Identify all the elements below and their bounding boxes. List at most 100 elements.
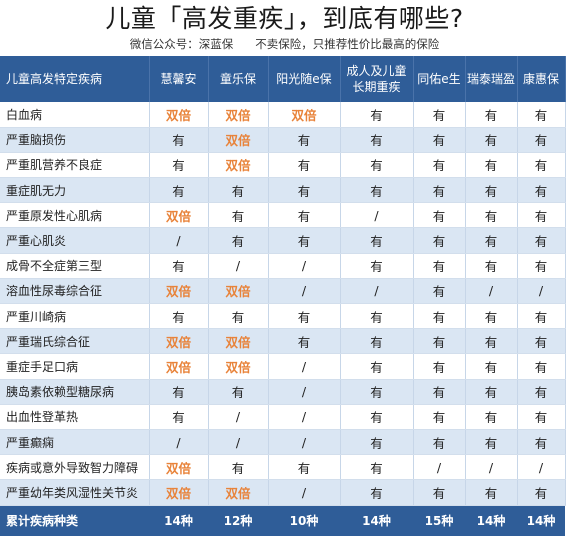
table-header-row: 儿童高发特定疾病 慧馨安 童乐保 阳光随e保 成人及儿童 长期重疾 同佑e生 瑞泰瑞盈 康惠保 xyxy=(0,56,566,102)
coverage-cell: / xyxy=(517,278,566,305)
coverage-cell: 双倍 xyxy=(149,102,209,128)
coverage-cell: 有 xyxy=(413,429,466,456)
total-count: 15种 xyxy=(424,514,454,529)
table-row: 严重心肌炎 / 有有有有有有 xyxy=(0,227,566,254)
total-label: 累计疾病种类 xyxy=(6,514,79,529)
coverage-cell: 有 xyxy=(517,353,566,380)
table-footer-row: 累计疾病种类 14种 12种 10种 14种 15种 14种 14种 xyxy=(0,505,565,536)
coverage-cell: 有 xyxy=(149,253,209,279)
disease-name: 严重肌营养不良症 xyxy=(0,152,150,179)
coverage-cell: 有 xyxy=(465,404,518,430)
coverage-cell: 有 xyxy=(413,278,466,305)
coverage-cell: 双倍 xyxy=(208,127,269,153)
coverage-cell: 双倍 xyxy=(208,328,269,355)
disease-name: 严重心肌炎 xyxy=(0,227,150,254)
table-row: 严重原发性心肌病 双倍有有 / 有有有 xyxy=(0,202,566,229)
total-count: 14种 xyxy=(362,514,391,529)
disease-name: 严重瑞氏综合征 xyxy=(0,328,150,355)
disease-name: 严重原发性心肌病 xyxy=(0,202,150,229)
coverage-cell: 有 xyxy=(413,152,466,179)
table-row: 成骨不全症第三型有 / / 有有有有 xyxy=(0,253,566,279)
coverage-cell: 双倍 xyxy=(149,454,209,481)
disease-comparison-table: 儿童高发特定疾病 慧馨安 童乐保 阳光随e保 成人及儿童 长期重疾 同佑e生 瑞泰瑞盈 康惠保 … xyxy=(0,56,566,536)
coverage-cell: 有 xyxy=(517,429,566,456)
coverage-cell: 有 xyxy=(413,227,466,254)
total-count: 12种 xyxy=(223,514,253,529)
coverage-cell: 有 xyxy=(340,479,414,506)
coverage-cell: / xyxy=(208,404,269,430)
coverage-cell: 有 xyxy=(268,454,341,481)
coverage-cell: 有 xyxy=(517,379,566,405)
coverage-cell: 有 xyxy=(268,303,341,330)
disease-name: 严重幼年类风湿性关节炎 xyxy=(0,479,150,506)
coverage-cell: 有 xyxy=(413,328,466,355)
coverage-cell: 有 xyxy=(413,253,466,279)
coverage-cell: 有 xyxy=(340,379,414,405)
coverage-cell: 有 xyxy=(517,404,566,430)
coverage-cell: 有 xyxy=(517,177,566,204)
table-row: 严重瑞氏综合征 双倍 双倍有有有有有 xyxy=(0,328,566,355)
coverage-cell: 有 xyxy=(413,404,466,430)
coverage-cell: 双倍 xyxy=(149,353,209,380)
coverage-cell: / xyxy=(268,253,341,279)
coverage-cell: / xyxy=(340,278,414,305)
coverage-cell: 有 xyxy=(517,479,566,506)
coverage-cell: 有 xyxy=(268,177,341,204)
coverage-cell: 有 xyxy=(340,353,414,380)
disease-name: 重症肌无力 xyxy=(0,177,150,204)
disease-name: 重症手足口病 xyxy=(0,353,150,380)
table-row: 严重幼年类风湿性关节炎 双倍 双倍 / 有有有有 xyxy=(0,479,566,506)
total-count: 14种 xyxy=(476,514,506,529)
coverage-cell: 有 xyxy=(413,303,466,330)
coverage-cell: 双倍 xyxy=(149,202,209,229)
table-row: 严重肌营养不良症有双倍有有有有有 xyxy=(0,152,566,179)
coverage-cell: 双倍 xyxy=(149,278,209,305)
coverage-cell: 有 xyxy=(208,303,269,330)
coverage-cell: 有 xyxy=(268,152,341,179)
disease-name: 胰岛素依赖型糖尿病 xyxy=(0,379,150,405)
coverage-cell: 有 xyxy=(465,479,518,506)
disease-name: 严重癫痫 xyxy=(0,429,150,456)
coverage-cell: 有 xyxy=(268,227,341,254)
coverage-cell: 有 xyxy=(413,353,466,380)
coverage-cell: 双倍 xyxy=(208,353,269,380)
coverage-cell: 有 xyxy=(465,429,518,456)
total-count: 14种 xyxy=(526,514,556,529)
disease-name: 疾病或意外导致智力障碍 xyxy=(0,454,150,481)
table-row: 胰岛素依赖型糖尿病有有 / 有有有有 xyxy=(0,379,566,405)
coverage-cell: 双倍 xyxy=(149,328,209,355)
coverage-cell: 有 xyxy=(208,202,269,229)
disease-name: 出血性登革热 xyxy=(0,404,150,430)
coverage-cell: 有 xyxy=(340,404,414,430)
coverage-cell: 双倍 xyxy=(208,152,269,179)
coverage-cell: 双倍 xyxy=(208,479,269,506)
coverage-cell: 有 xyxy=(413,202,466,229)
coverage-cell: 有 xyxy=(465,127,518,153)
coverage-cell: 有 xyxy=(149,127,209,153)
coverage-cell: 有 xyxy=(517,253,566,279)
coverage-cell: 有 xyxy=(340,328,414,355)
table-row: 严重癫痫 / / / 有有有有 xyxy=(0,429,566,456)
coverage-cell: 有 xyxy=(268,328,341,355)
coverage-cell: 有 xyxy=(208,177,269,204)
page-subtitle: 微信公众号：深蓝保 不卖保险，只推荐性价比最高的保险 xyxy=(129,37,440,51)
coverage-cell: 有 xyxy=(340,177,414,204)
coverage-cell: 有 xyxy=(413,379,466,405)
coverage-cell: 双倍 xyxy=(208,278,269,305)
column-header-plan: 阳光随e保 xyxy=(268,56,341,102)
coverage-cell: / xyxy=(268,404,341,430)
coverage-cell: 有 xyxy=(413,479,466,506)
coverage-cell: 有 xyxy=(465,152,518,179)
coverage-cell: 有 xyxy=(465,227,518,254)
coverage-cell: 有 xyxy=(465,177,518,204)
coverage-cell: / xyxy=(465,278,518,305)
coverage-cell: 双倍 xyxy=(268,102,341,128)
coverage-cell: 有 xyxy=(208,227,269,254)
coverage-cell: 有 xyxy=(517,328,566,355)
coverage-cell: / xyxy=(268,278,341,305)
coverage-cell: 有 xyxy=(340,102,414,128)
column-header-disease: 儿童高发特定疾病 xyxy=(0,56,150,102)
table-row: 疾病或意外导致智力障碍 双倍有有有 / / / xyxy=(0,454,566,481)
column-header-plan: 康惠保 xyxy=(517,56,566,102)
coverage-cell: 有 xyxy=(340,429,414,456)
